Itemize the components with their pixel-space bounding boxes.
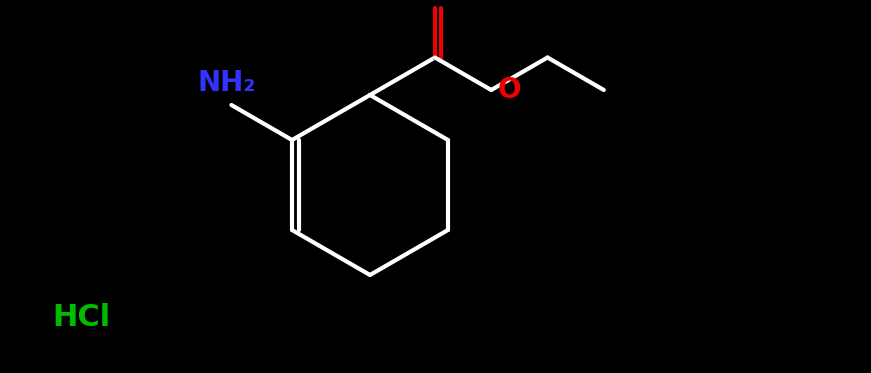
Text: NH₂: NH₂ bbox=[197, 69, 255, 97]
Text: O: O bbox=[497, 76, 521, 104]
Text: HCl: HCl bbox=[52, 304, 111, 332]
Text: O: O bbox=[423, 0, 447, 3]
